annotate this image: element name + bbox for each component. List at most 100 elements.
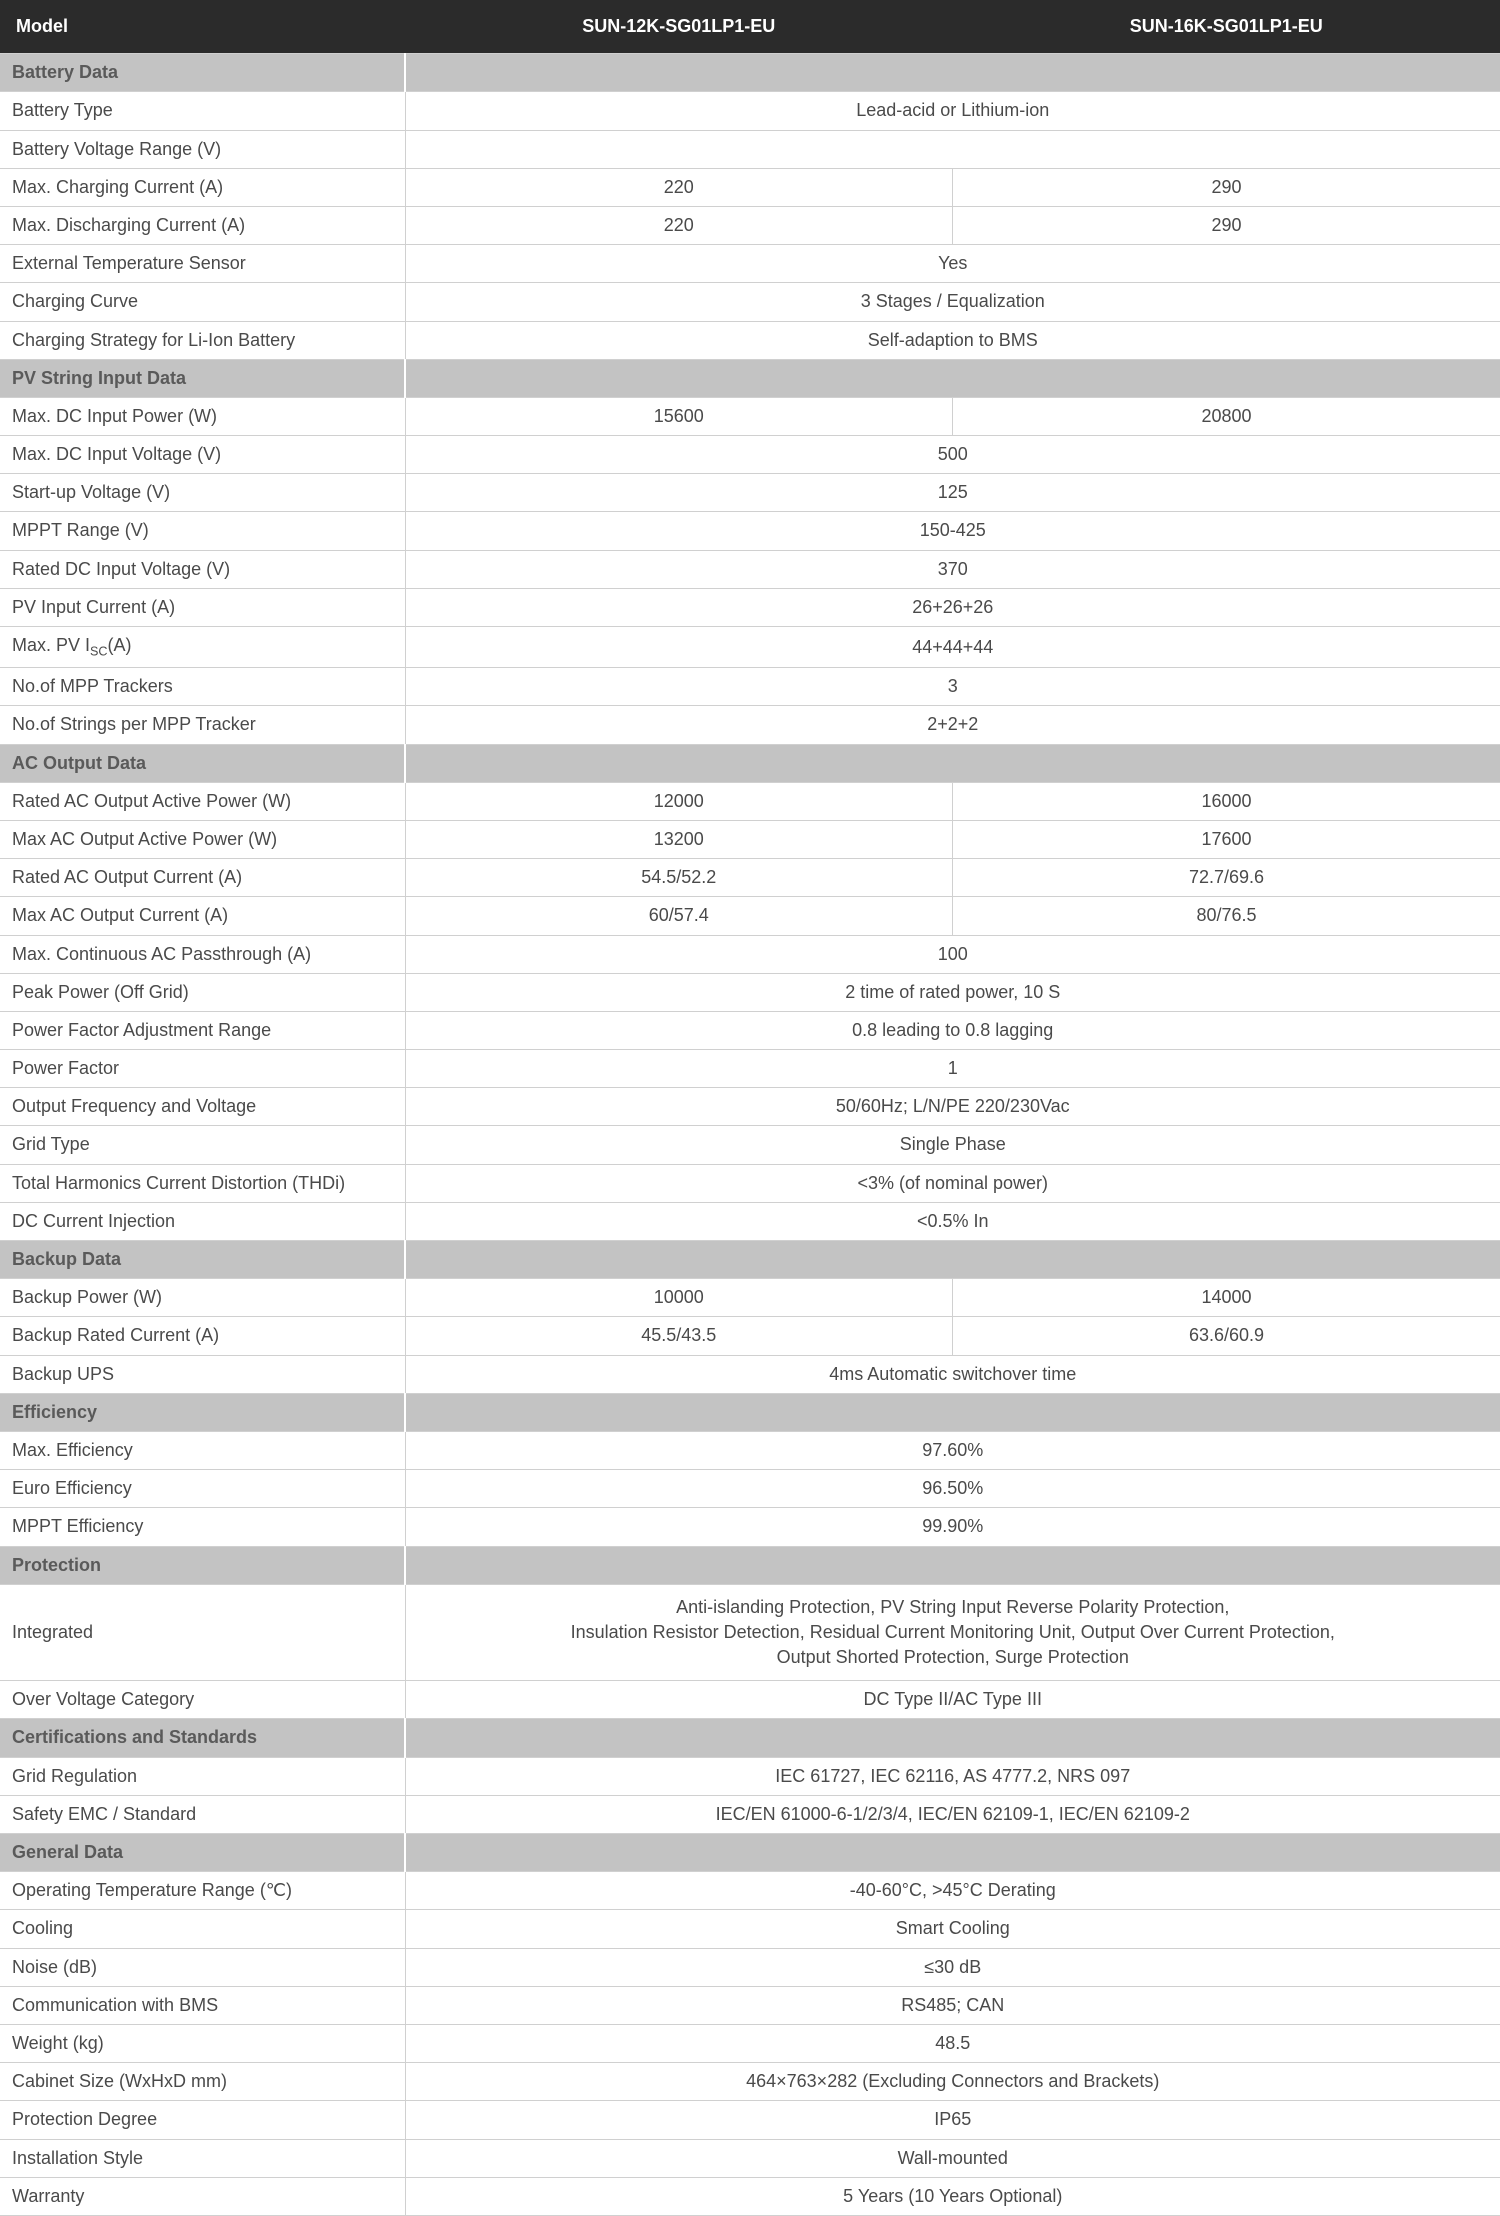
row-label: Operating Temperature Range (℃) — [0, 1872, 405, 1910]
row-value-b: 80/76.5 — [953, 897, 1500, 935]
row-value-span: -40-60°C, >45°C Derating — [405, 1872, 1500, 1910]
table-row: Max. DC Input Power (W)1560020800 — [0, 397, 1500, 435]
table-row: Max. Efficiency97.60% — [0, 1431, 1500, 1469]
row-value-a: 15600 — [405, 397, 953, 435]
section-spacer — [405, 1546, 1500, 1584]
row-label: Warranty — [0, 2177, 405, 2215]
row-label: Max. Charging Current (A) — [0, 168, 405, 206]
table-row: Protection DegreeIP65 — [0, 2101, 1500, 2139]
table-row: Max. PV ISC(A)44+44+44 — [0, 627, 1500, 668]
row-value-span: 125 — [405, 474, 1500, 512]
row-label: Weight (kg) — [0, 2024, 405, 2062]
row-label: Installation Style — [0, 2139, 405, 2177]
row-value-span: 44+44+44 — [405, 627, 1500, 668]
row-label: External Temperature Sensor — [0, 245, 405, 283]
table-row: Grid RegulationIEC 61727, IEC 62116, AS … — [0, 1757, 1500, 1795]
row-label: Grid Type — [0, 1126, 405, 1164]
row-value-b: 72.7/69.6 — [953, 859, 1500, 897]
row-label: Max. DC Input Power (W) — [0, 397, 405, 435]
table-row: Rated AC Output Active Power (W)12000160… — [0, 782, 1500, 820]
table-row: Max AC Output Active Power (W)1320017600 — [0, 820, 1500, 858]
table-row: Weight (kg)48.5 — [0, 2024, 1500, 2062]
row-label: Cabinet Size (WxHxD mm) — [0, 2063, 405, 2101]
row-value-b: 290 — [953, 168, 1500, 206]
row-value-span: 3 — [405, 668, 1500, 706]
table-row: Rated DC Input Voltage (V)370 — [0, 550, 1500, 588]
row-label: Grid Regulation — [0, 1757, 405, 1795]
table-row: External Temperature SensorYes — [0, 245, 1500, 283]
header-model-a: SUN-12K-SG01LP1-EU — [405, 0, 953, 54]
row-label: Max. Efficiency — [0, 1431, 405, 1469]
row-label: No.of MPP Trackers — [0, 668, 405, 706]
section-title: AC Output Data — [0, 744, 405, 782]
row-value-span: 48.5 — [405, 2024, 1500, 2062]
section-title: Efficiency — [0, 1393, 405, 1431]
row-label: Integrated — [0, 1584, 405, 1681]
table-row: Installation StyleWall-mounted — [0, 2139, 1500, 2177]
section-title: Backup Data — [0, 1241, 405, 1279]
table-row: Peak Power (Off Grid)2 time of rated pow… — [0, 973, 1500, 1011]
spec-table: Model SUN-12K-SG01LP1-EU SUN-16K-SG01LP1… — [0, 0, 1500, 2216]
row-value-span: 500 — [405, 436, 1500, 474]
row-value-span: 97.60% — [405, 1431, 1500, 1469]
row-value-a: 54.5/52.2 — [405, 859, 953, 897]
row-value-span: 5 Years (10 Years Optional) — [405, 2177, 1500, 2215]
row-label: Communication with BMS — [0, 1986, 405, 2024]
header-model-b: SUN-16K-SG01LP1-EU — [953, 0, 1500, 54]
row-label: Charging Strategy for Li-Ion Battery — [0, 321, 405, 359]
section-header: Backup Data — [0, 1241, 1500, 1279]
header-model-label: Model — [0, 0, 405, 54]
row-value-span: Single Phase — [405, 1126, 1500, 1164]
row-value-a: 13200 — [405, 820, 953, 858]
row-value-span: IEC/EN 61000-6-1/2/3/4, IEC/EN 62109-1, … — [405, 1795, 1500, 1833]
row-value-span: RS485; CAN — [405, 1986, 1500, 2024]
row-label: Start-up Voltage (V) — [0, 474, 405, 512]
table-row: Battery TypeLead-acid or Lithium-ion — [0, 92, 1500, 130]
row-value-span: 2+2+2 — [405, 706, 1500, 744]
row-label: Max. Discharging Current (A) — [0, 206, 405, 244]
row-value-b: 17600 — [953, 820, 1500, 858]
row-value-span: 4ms Automatic switchover time — [405, 1355, 1500, 1393]
row-value-a: 60/57.4 — [405, 897, 953, 935]
table-row: Max. Continuous AC Passthrough (A)100 — [0, 935, 1500, 973]
row-label: Power Factor — [0, 1050, 405, 1088]
section-spacer — [405, 1393, 1500, 1431]
row-label: Rated AC Output Active Power (W) — [0, 782, 405, 820]
table-row: Power Factor1 — [0, 1050, 1500, 1088]
row-value-span: Wall-mounted — [405, 2139, 1500, 2177]
table-row: Max. Discharging Current (A)220290 — [0, 206, 1500, 244]
table-row: Over Voltage CategoryDC Type II/AC Type … — [0, 1681, 1500, 1719]
table-row: Total Harmonics Current Distortion (THDi… — [0, 1164, 1500, 1202]
row-label: Safety EMC / Standard — [0, 1795, 405, 1833]
row-value-span: 1 — [405, 1050, 1500, 1088]
row-label: PV Input Current (A) — [0, 588, 405, 626]
row-value-a: 220 — [405, 168, 953, 206]
table-row: PV Input Current (A)26+26+26 — [0, 588, 1500, 626]
row-value-span: 100 — [405, 935, 1500, 973]
row-value-span — [405, 130, 1500, 168]
table-row: MPPT Efficiency99.90% — [0, 1508, 1500, 1546]
row-label: No.of Strings per MPP Tracker — [0, 706, 405, 744]
row-value-span: Smart Cooling — [405, 1910, 1500, 1948]
row-label: Cooling — [0, 1910, 405, 1948]
table-row: DC Current Injection<0.5% In — [0, 1202, 1500, 1240]
table-header-row: Model SUN-12K-SG01LP1-EU SUN-16K-SG01LP1… — [0, 0, 1500, 54]
section-spacer — [405, 1241, 1500, 1279]
row-label: Power Factor Adjustment Range — [0, 1011, 405, 1049]
row-value-span: 50/60Hz; L/N/PE 220/230Vac — [405, 1088, 1500, 1126]
row-label: Max AC Output Current (A) — [0, 897, 405, 935]
row-value-a: 12000 — [405, 782, 953, 820]
row-label: Over Voltage Category — [0, 1681, 405, 1719]
row-label: DC Current Injection — [0, 1202, 405, 1240]
section-header: Battery Data — [0, 54, 1500, 92]
row-value-b: 16000 — [953, 782, 1500, 820]
row-value-span: <0.5% In — [405, 1202, 1500, 1240]
row-label: Max AC Output Active Power (W) — [0, 820, 405, 858]
section-spacer — [405, 359, 1500, 397]
row-label: Euro Efficiency — [0, 1470, 405, 1508]
row-value-span: 150-425 — [405, 512, 1500, 550]
row-label: Backup UPS — [0, 1355, 405, 1393]
table-row: Battery Voltage Range (V) — [0, 130, 1500, 168]
row-value-b: 20800 — [953, 397, 1500, 435]
row-label: Max. DC Input Voltage (V) — [0, 436, 405, 474]
